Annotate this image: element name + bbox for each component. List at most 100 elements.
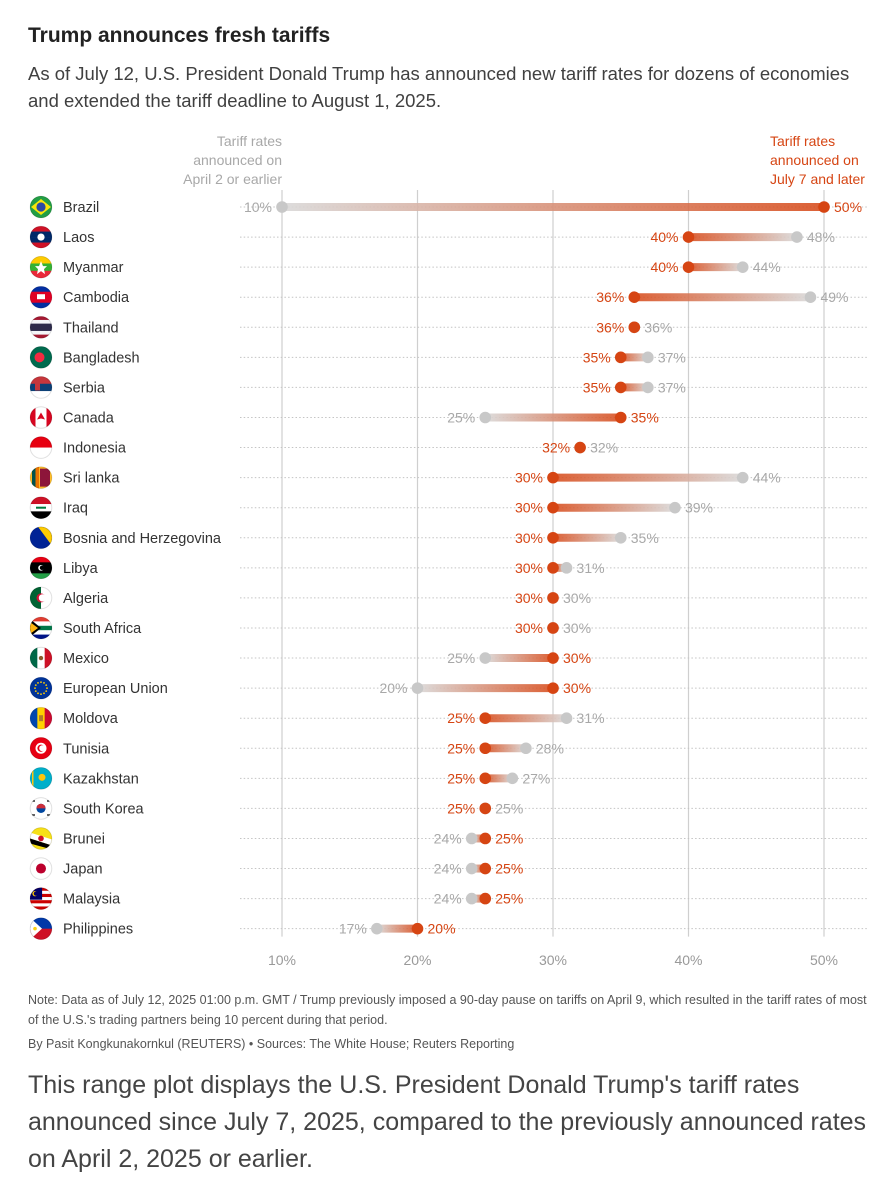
row-south-korea: South Korea 25% 25%: [29, 797, 868, 820]
dot-april: [614, 531, 627, 544]
label-july: 20%: [428, 921, 456, 937]
dot-july: [614, 411, 627, 424]
row-tunisia: Tunisia 28% 25%: [29, 736, 868, 760]
country-label: Laos: [63, 230, 94, 246]
bosnia-flag-icon: [29, 526, 53, 550]
country-label: Thailand: [63, 320, 119, 336]
label-april: 48%: [807, 229, 835, 245]
dot-april: [465, 862, 478, 875]
label-april: 44%: [753, 470, 781, 486]
row-libya: Libya 31% 30%: [29, 556, 868, 580]
byline: By Pasit Kongkunakornkul (REUTERS) • Sou…: [28, 1037, 515, 1051]
moldova-flag-icon: [29, 706, 53, 730]
label-april: 24%: [434, 861, 462, 877]
country-label: Philippines: [63, 922, 133, 938]
country-label: Malaysia: [63, 892, 121, 908]
legend-new-line-1: Tariff rates: [770, 133, 835, 149]
label-april: 24%: [434, 830, 462, 846]
label-july: 35%: [583, 379, 611, 395]
x-tick-label: 40%: [674, 952, 702, 968]
serbia-flag-icon: [29, 376, 53, 399]
legend-old-line-1: Tariff rates: [217, 133, 282, 149]
label-july: 25%: [495, 830, 523, 846]
label-july: 30%: [515, 530, 543, 546]
dot-july: [547, 652, 559, 664]
thailand-flag-icon: [29, 315, 53, 339]
x-tick-label: 10%: [268, 952, 296, 968]
label-april: 10%: [244, 199, 272, 215]
dot-july: [614, 351, 627, 364]
row-sri-lanka: Sri lanka 44% 30%: [29, 466, 868, 489]
x-tick-label: 50%: [810, 952, 838, 968]
label-july: 32%: [542, 440, 570, 456]
dot-july: [574, 441, 586, 454]
indonesia-flag-icon: [29, 436, 53, 459]
row-cambodia: Cambodia 49% 36%: [29, 285, 868, 309]
dot-july: [614, 381, 627, 394]
malaysia-flag-icon: [29, 887, 53, 910]
legend-new-line-3: July 7 and later: [770, 171, 865, 187]
label-july: 40%: [650, 229, 678, 245]
dot-april: [506, 772, 519, 785]
country-label: Algeria: [63, 591, 109, 607]
canada-flag-icon: [29, 406, 53, 429]
dot-july: [411, 922, 424, 935]
kazakhstan-flag-icon: [29, 767, 53, 790]
dot-july: [479, 802, 492, 815]
dot-july: [479, 832, 492, 845]
row-bosnia-and-herzegovina: Bosnia and Herzegovina 35% 30%: [29, 526, 868, 550]
label-april: 25%: [447, 409, 475, 425]
label-july: 25%: [495, 861, 523, 877]
dot-july: [479, 862, 492, 875]
label-april: 35%: [631, 530, 659, 546]
country-label: Myanmar: [63, 260, 124, 276]
label-april: 44%: [753, 259, 781, 275]
row-malaysia: Malaysia 24% 25%: [29, 887, 868, 910]
dot-july: [479, 712, 492, 724]
country-label: Mexico: [63, 651, 109, 667]
x-tick-label: 30%: [539, 952, 567, 968]
label-april: 36%: [644, 319, 672, 335]
dot-april: [736, 261, 749, 273]
brazil-flag-icon: [29, 195, 53, 219]
south-korea-flag-icon: [29, 797, 53, 820]
country-label: Bangladesh: [63, 350, 140, 366]
country-label: Tunisia: [63, 741, 110, 757]
dot-april: [520, 742, 532, 755]
chart-subtitle: As of July 12, U.S. President Donald Tru…: [28, 63, 850, 111]
country-label: Brunei: [63, 831, 105, 847]
country-label: Indonesia: [63, 441, 127, 457]
label-july: 36%: [596, 289, 624, 305]
row-canada: Canada 25% 35%: [29, 406, 868, 429]
label-april: 30%: [563, 590, 591, 606]
dot-april: [465, 832, 478, 845]
label-april: 24%: [434, 891, 462, 907]
row-serbia: Serbia 37% 35%: [29, 376, 868, 399]
dot-april: [479, 652, 492, 664]
dot-april: [465, 892, 478, 905]
footnote: Note: Data as of July 12, 2025 01:00 p.m…: [28, 993, 867, 1027]
label-july: 40%: [650, 259, 678, 275]
dot-july: [547, 562, 559, 574]
row-thailand: Thailand 36% 36%: [29, 315, 868, 339]
range-plot: Tariff rates announced on April 2 or ear…: [29, 133, 868, 968]
label-july: 30%: [515, 470, 543, 486]
myanmar-flag-icon: [29, 255, 53, 279]
row-moldova: Moldova 31% 25%: [29, 706, 868, 730]
japan-flag-icon: [29, 857, 53, 880]
label-april: 37%: [658, 349, 686, 365]
dot-july: [547, 592, 559, 604]
country-label: European Union: [63, 681, 168, 697]
dot-april: [642, 351, 654, 364]
row-european-union: European Union 20% 30%: [29, 676, 868, 700]
label-april: 20%: [379, 680, 407, 696]
tunisia-flag-icon: [29, 736, 53, 760]
row-laos: Laos 48% 40%: [29, 225, 868, 249]
row-brazil: Brazil 10% 50%: [29, 195, 868, 219]
label-april: 37%: [658, 379, 686, 395]
mexico-flag-icon: [29, 646, 53, 670]
label-april: 25%: [447, 650, 475, 666]
label-july: 50%: [834, 199, 862, 215]
libya-flag-icon: [29, 556, 53, 580]
label-july: 25%: [447, 770, 475, 786]
